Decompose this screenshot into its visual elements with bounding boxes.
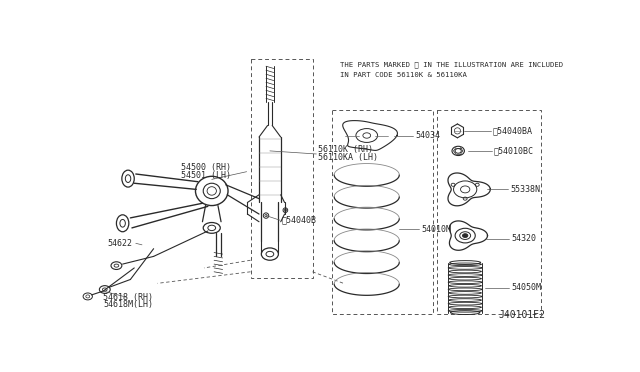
Text: 54050M: 54050M <box>511 283 541 292</box>
Text: 55338N: 55338N <box>510 185 540 194</box>
Text: 54320: 54320 <box>511 234 536 243</box>
Text: 54010M: 54010M <box>422 225 452 234</box>
Text: 54618 (RH): 54618 (RH) <box>103 293 153 302</box>
Ellipse shape <box>463 234 468 238</box>
Text: 56110K (RH): 56110K (RH) <box>318 145 373 154</box>
Text: 56110KA (LH): 56110KA (LH) <box>318 153 378 161</box>
Text: THE PARTS MARKED ※ IN THE ILLUSTRATION ARE INCLUDED: THE PARTS MARKED ※ IN THE ILLUSTRATION A… <box>340 62 563 68</box>
Text: ※54010BC: ※54010BC <box>494 147 534 155</box>
Text: 54034: 54034 <box>415 131 440 140</box>
Text: ※54040B: ※54040B <box>282 216 317 225</box>
Bar <box>250 58 312 278</box>
Text: 54618M(LH): 54618M(LH) <box>103 301 153 310</box>
Text: ※54040BA: ※54040BA <box>492 126 532 135</box>
Text: 54622: 54622 <box>107 239 132 248</box>
Text: J40101E2: J40101E2 <box>498 310 545 320</box>
Bar <box>332 110 433 314</box>
Text: 54500 (RH): 54500 (RH) <box>180 163 231 172</box>
Text: IN PART CODE 56110K & 56110KA: IN PART CODE 56110K & 56110KA <box>340 71 467 78</box>
Text: 54501 (LH): 54501 (LH) <box>180 171 231 180</box>
Bar <box>436 110 541 314</box>
